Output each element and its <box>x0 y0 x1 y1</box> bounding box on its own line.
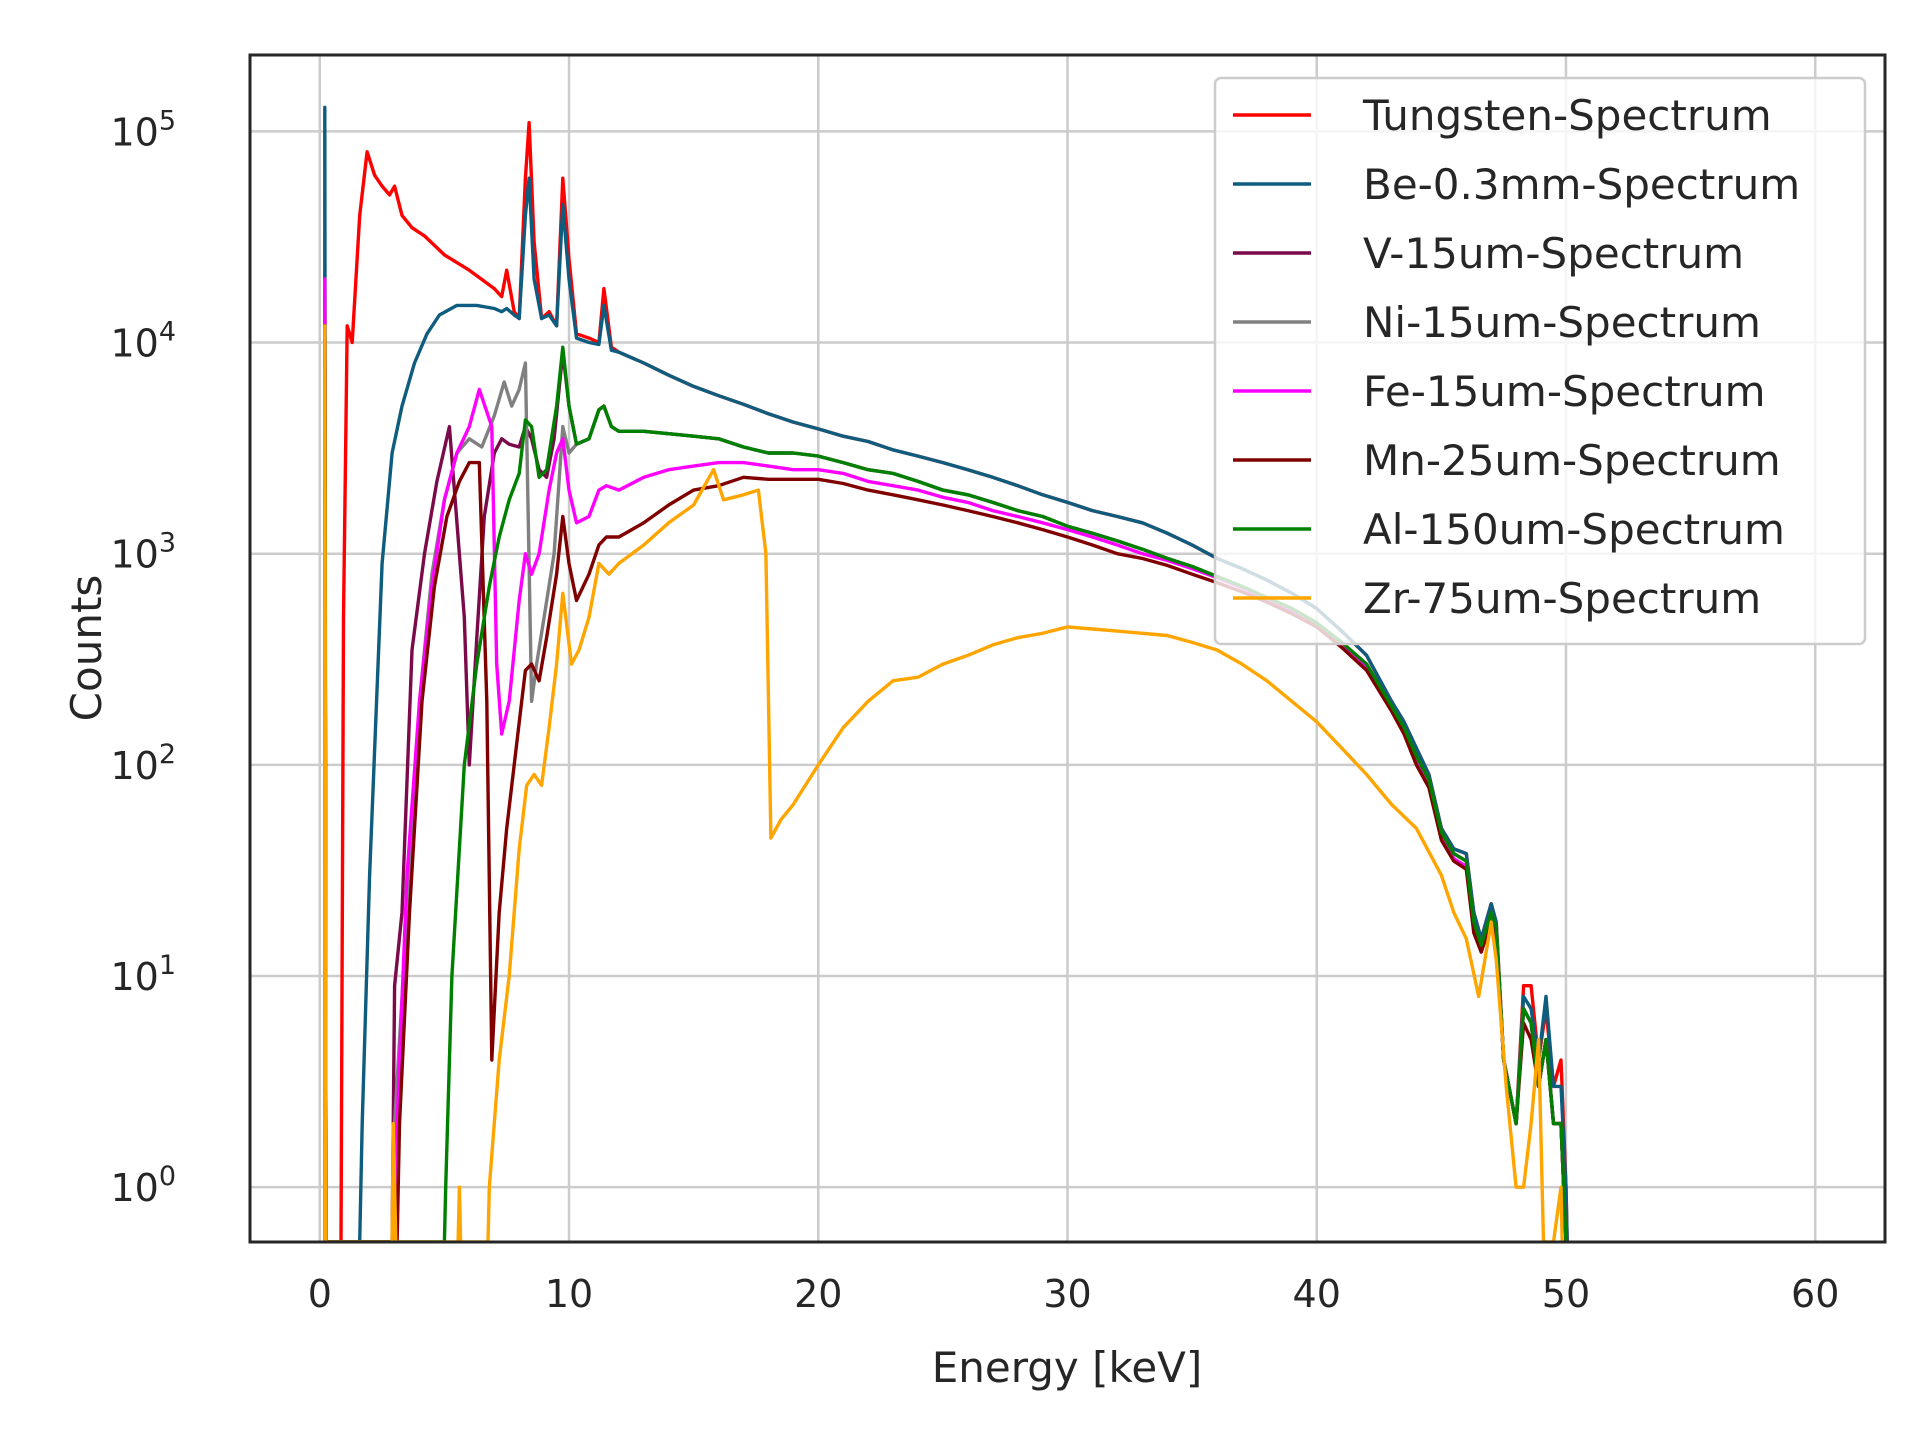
x-tick-labels: 0 10 20 30 40 50 60 <box>308 1272 1840 1316</box>
y-tick-label: 101 <box>110 950 176 999</box>
y-tick-base: 10 <box>110 322 158 366</box>
y-tick-label: 100 <box>110 1161 176 1210</box>
x-tick-label: 60 <box>1791 1272 1839 1316</box>
y-tick-base: 10 <box>110 955 158 999</box>
y-tick-base: 10 <box>110 110 158 154</box>
legend-label: Mn-25um-Spectrum <box>1363 436 1781 485</box>
y-tick-label: 103 <box>110 528 176 577</box>
legend-label: V-15um-Spectrum <box>1363 229 1744 278</box>
y-tick-base: 10 <box>110 744 158 788</box>
legend-box <box>1213 76 1867 646</box>
y-tick-label: 102 <box>110 739 176 788</box>
y-tick-base: 10 <box>110 1166 158 1210</box>
series-line-al-150um-spectrum <box>323 324 1568 1242</box>
legend: Tungsten-Spectrum Be-0.3mm-Spectrum V-15um… <box>1213 76 1867 646</box>
y-tick-base: 10 <box>110 533 158 577</box>
y-tick-exponent: 2 <box>159 739 176 770</box>
legend-label: Fe-15um-Spectrum <box>1363 367 1766 416</box>
legend-label: Be-0.3mm-Spectrum <box>1363 160 1800 209</box>
y-tick-label: 104 <box>110 317 176 366</box>
y-tick-exponent: 1 <box>159 950 176 981</box>
y-tick-label: 105 <box>110 105 176 154</box>
y-tick-exponent: 0 <box>159 1161 176 1192</box>
series-line-mn-25um-spectrum <box>323 324 1568 1242</box>
legend-label: Ni-15um-Spectrum <box>1363 298 1761 347</box>
legend-label: Al-150um-Spectrum <box>1363 505 1785 554</box>
series-line-zr-75um-spectrum <box>323 324 1564 1242</box>
x-axis-label: Energy [keV] <box>932 1343 1203 1392</box>
legend-label: Zr-75um-Spectrum <box>1363 574 1761 623</box>
x-tick-label: 20 <box>794 1272 842 1316</box>
plot-frame <box>248 53 1887 1244</box>
y-tick-exponent: 5 <box>159 105 176 136</box>
legend-label: Tungsten-Spectrum <box>1362 91 1772 140</box>
y-tick-exponent: 4 <box>159 317 176 348</box>
x-tick-label: 50 <box>1542 1272 1590 1316</box>
x-tick-label: 40 <box>1293 1272 1341 1316</box>
y-tick-exponent: 3 <box>159 528 176 559</box>
series-layer <box>323 105 1569 1242</box>
x-tick-label: 10 <box>545 1272 593 1316</box>
y-axis-label: Counts <box>62 575 111 722</box>
x-tick-label: 0 <box>308 1272 332 1316</box>
x-tick-label: 30 <box>1043 1272 1091 1316</box>
